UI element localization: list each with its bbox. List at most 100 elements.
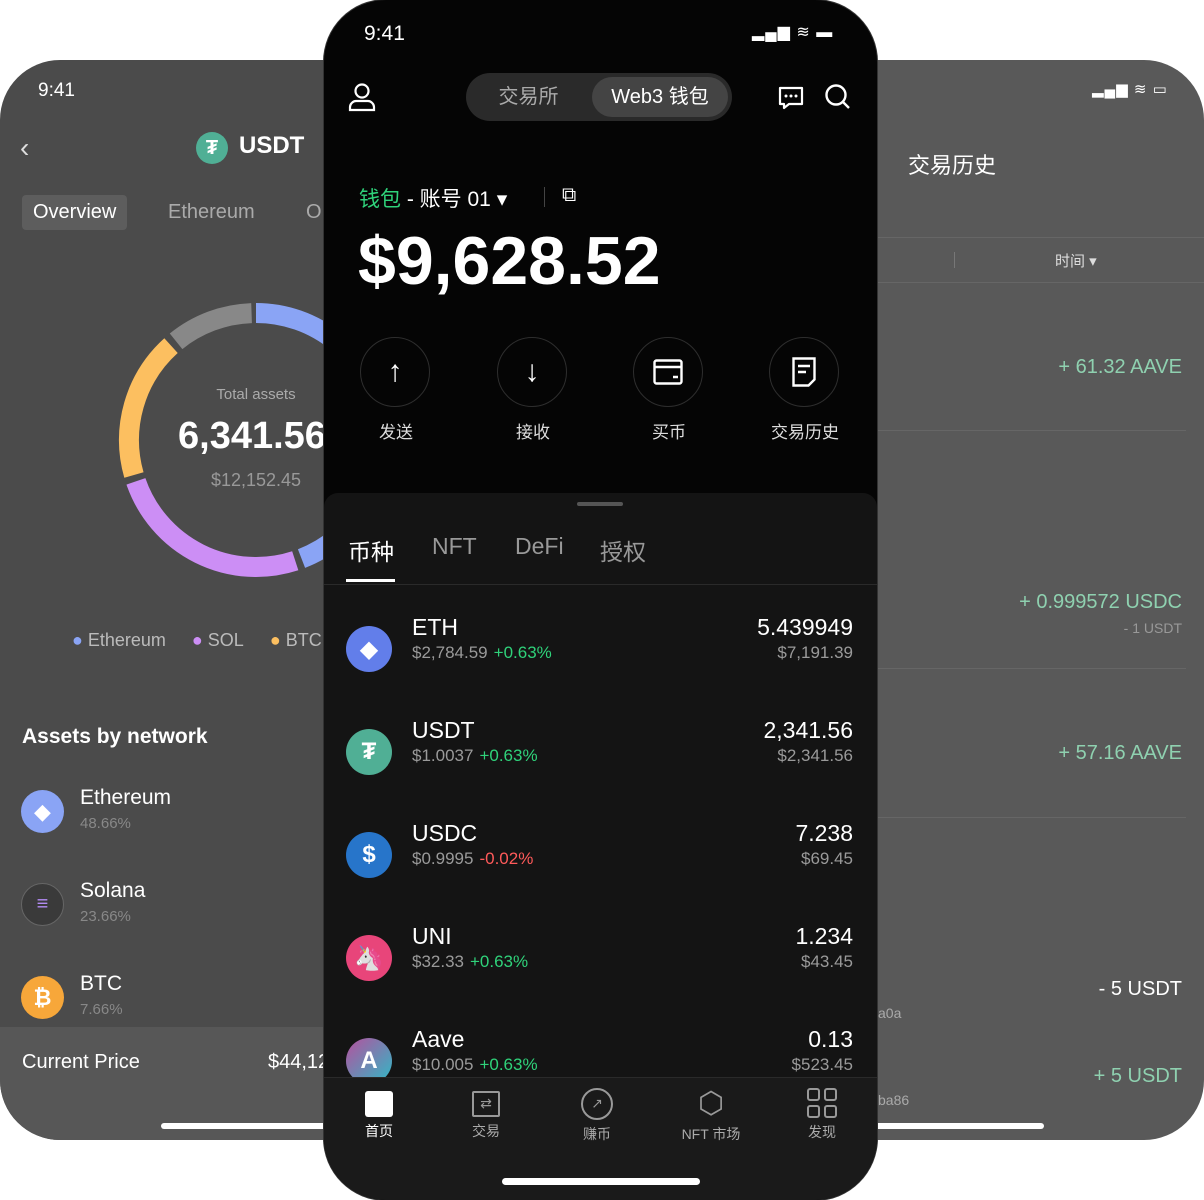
profile-icon[interactable] [348, 82, 376, 112]
current-price-value: $44,12 [268, 1051, 330, 1073]
tab-approvals[interactable]: 授权 [600, 539, 646, 565]
center-phone-wallet: 9:41 ▂▄▆ ≋ ▬ 交易所 Web3 钱包 钱包 - 账号 01 ▾ ⧉ … [324, 0, 877, 1200]
token-value: $523.45 [791, 1055, 853, 1074]
history-amount: + 0.999572 USDC [1019, 591, 1182, 613]
legend-ethereum: ● Ethereum [72, 630, 166, 650]
drag-handle[interactable] [577, 502, 623, 506]
usdt-icon: ₮ [346, 729, 392, 775]
uni-icon: 🦄 [346, 935, 392, 981]
history-amount: + 61.32 AAVE [1058, 356, 1182, 378]
token-change: +0.63% [479, 746, 538, 765]
nav-label: 交易 [472, 1123, 500, 1139]
aave-icon: A [346, 1038, 392, 1084]
tab-overview[interactable]: Overview [22, 195, 128, 230]
arrow-up-icon: ↑ [387, 355, 403, 388]
history-sub-amount: - 1 USDT [1123, 620, 1182, 636]
token-row[interactable]: $ USDC $0.9995 -0.02% 7.238 $69.45 [324, 820, 877, 932]
usdt-icon: ₮ [196, 132, 228, 164]
token-change: +0.63% [493, 643, 552, 662]
usdc-icon: $ [346, 832, 392, 878]
network-pct: 7.66% [80, 1001, 123, 1018]
token-amount: 2,341.56 [763, 717, 853, 743]
total-assets-usd: $12,152.45 [210, 470, 302, 490]
divider [850, 282, 1204, 283]
copy-switch-icon[interactable]: ⧉ [562, 184, 577, 206]
receive-label: 接收 [516, 423, 550, 442]
account-selector[interactable]: 钱包 - 账号 01 ▾ [359, 188, 508, 211]
donut-segment-sol [126, 477, 299, 577]
tab-ethereum[interactable]: Ethereum [168, 201, 255, 223]
token-amount: 0.13 [808, 1026, 853, 1052]
earn-chart-icon: ↗ [581, 1088, 613, 1120]
divider [850, 237, 1204, 238]
message-icon[interactable] [777, 84, 805, 112]
token-value: $2,341.56 [777, 746, 853, 765]
history-amount: - 5 USDT [1098, 978, 1182, 1000]
tab-coins[interactable]: 币种 [348, 539, 394, 565]
nav-label: NFT 市场 [681, 1126, 741, 1142]
search-icon[interactable] [824, 83, 852, 111]
token-price: $32.33 +0.63% [412, 952, 529, 971]
total-assets-value: 6,341.56 [178, 415, 326, 457]
nav-nft-market[interactable]: ⬡ NFT 市场 [656, 1088, 766, 1144]
wallet-balance: $9,628.52 [358, 223, 661, 299]
network-name: Solana [80, 879, 146, 902]
swap-icon: ⇄ [472, 1091, 500, 1117]
tab-nft[interactable]: NFT [432, 533, 477, 559]
status-icons: ▂▄▆ ≋ ▭ [1092, 81, 1168, 98]
token-symbol: USDT [412, 717, 475, 743]
history-button[interactable] [769, 337, 839, 407]
nav-discover[interactable]: 发现 [767, 1088, 877, 1142]
nav-home[interactable]: 首页 [324, 1088, 434, 1141]
token-amount: 7.238 [795, 820, 853, 846]
token-symbol: UNI [412, 923, 452, 949]
donut-segment-btc [119, 338, 178, 478]
token-symbol: Aave [412, 1026, 465, 1052]
buy-button[interactable] [633, 337, 703, 407]
nav-earn[interactable]: ↗ 赚币 [542, 1088, 652, 1144]
toggle-web3-wallet[interactable]: Web3 钱包 [592, 77, 728, 117]
grid-icon [807, 1088, 837, 1118]
history-amount: + 5 USDT [1093, 1065, 1182, 1087]
home-icon [365, 1091, 393, 1117]
donut-segment-other [169, 303, 253, 350]
btc-icon: ₿ [21, 976, 64, 1019]
tab-defi[interactable]: DeFi [515, 533, 564, 559]
history-address: ba86 [878, 1092, 910, 1108]
back-icon[interactable]: ‹ [20, 132, 30, 163]
history-address: a0a [878, 1005, 902, 1021]
token-price: $2,784.59 +0.63% [412, 643, 552, 662]
token-price: $0.9995 -0.02% [412, 849, 534, 868]
token-price: $10.005 +0.63% [412, 1055, 538, 1074]
home-indicator [870, 1123, 1044, 1129]
status-time: 9:41 [38, 80, 75, 101]
token-change: +0.63% [479, 1055, 538, 1074]
divider [544, 187, 545, 207]
toggle-exchange[interactable]: 交易所 [498, 86, 559, 108]
tab-other[interactable]: O [306, 201, 322, 223]
token-price: $1.0037 +0.63% [412, 746, 538, 765]
price-bar: Current Price $44,12 [0, 1027, 360, 1140]
divider [850, 668, 1186, 669]
network-name: Ethereum [80, 786, 172, 809]
right-phone-history: ▂▄▆ ≋ ▭ 交易历史 时间 ▾ + 61.32 AAVE + 0.99957… [850, 60, 1204, 1140]
left-phone-usdt-detail: 9:41 ‹ ₮ USDT Overview Ethereum O Total … [0, 60, 360, 1140]
token-value: $69.45 [801, 849, 853, 868]
token-row[interactable]: ₮ USDT $1.0037 +0.63% 2,341.56 $2,341.56 [324, 717, 877, 829]
nav-trade[interactable]: ⇄ 交易 [431, 1088, 541, 1141]
token-row[interactable]: 🦄 UNI $32.33 +0.63% 1.234 $43.45 [324, 923, 877, 1035]
token-row[interactable]: A Aave $10.005 +0.63% 0.13 $523.45 [324, 1026, 877, 1138]
network-name: BTC [80, 972, 122, 995]
token-row[interactable]: ◆ ETH $2,784.59 +0.63% 5.439949 $7,191.39 [324, 614, 877, 726]
home-indicator [502, 1178, 700, 1185]
receive-button[interactable]: ↓ [497, 337, 567, 407]
history-label: 交易历史 [771, 423, 839, 442]
card-icon [653, 359, 683, 385]
time-filter[interactable]: 时间 ▾ [1055, 253, 1097, 270]
divider [324, 584, 877, 585]
send-label: 发送 [379, 423, 413, 442]
status-time: 9:41 [364, 22, 405, 45]
token-value: $7,191.39 [777, 643, 853, 662]
tab-underline [346, 579, 395, 582]
send-button[interactable]: ↑ [360, 337, 430, 407]
